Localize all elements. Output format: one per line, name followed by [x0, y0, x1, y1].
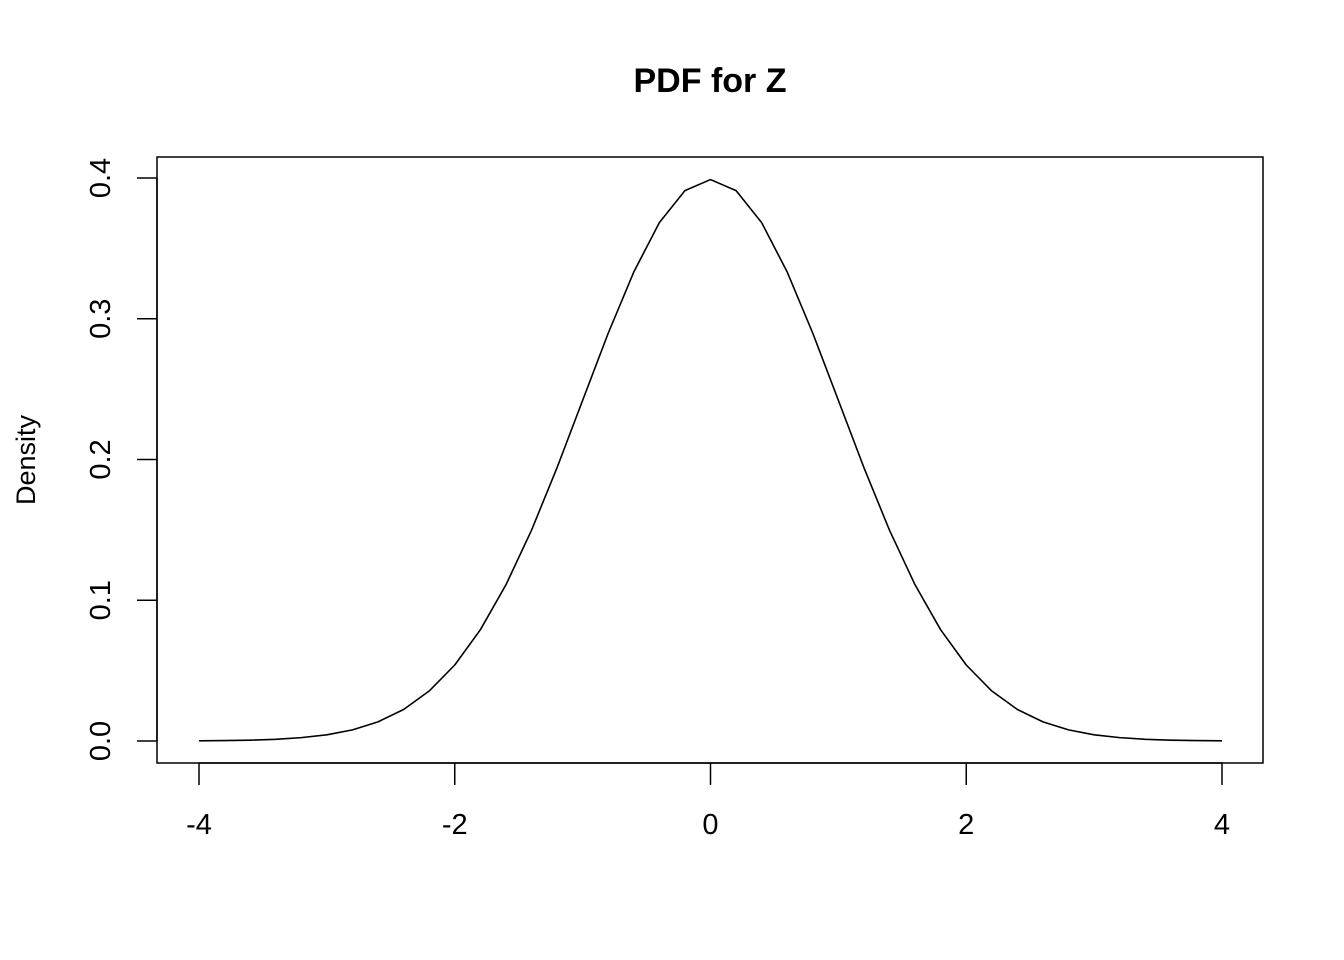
y-tick-label: 0.2	[85, 439, 117, 479]
y-tick-label: 0.0	[85, 721, 117, 761]
y-axis: 0.0 0.1 0.2 0.3 0.4	[85, 158, 158, 761]
y-axis-label: Density	[11, 414, 41, 505]
y-tick-label: 0.4	[85, 158, 117, 198]
chart-title: PDF for Z	[634, 62, 787, 100]
plot-box	[156, 156, 1264, 764]
x-tick-label: 2	[958, 809, 974, 841]
x-tick-label: -2	[442, 809, 468, 841]
x-tick-label: -4	[186, 809, 212, 841]
x-axis: -4 -2 0 2 4	[186, 762, 1230, 841]
y-tick-label: 0.1	[85, 580, 117, 620]
y-tick-label: 0.3	[85, 299, 117, 339]
x-tick-label: 4	[1214, 809, 1230, 841]
x-tick-label: 0	[702, 809, 718, 841]
series-layer	[198, 178, 1223, 742]
density-curve	[198, 178, 1223, 742]
